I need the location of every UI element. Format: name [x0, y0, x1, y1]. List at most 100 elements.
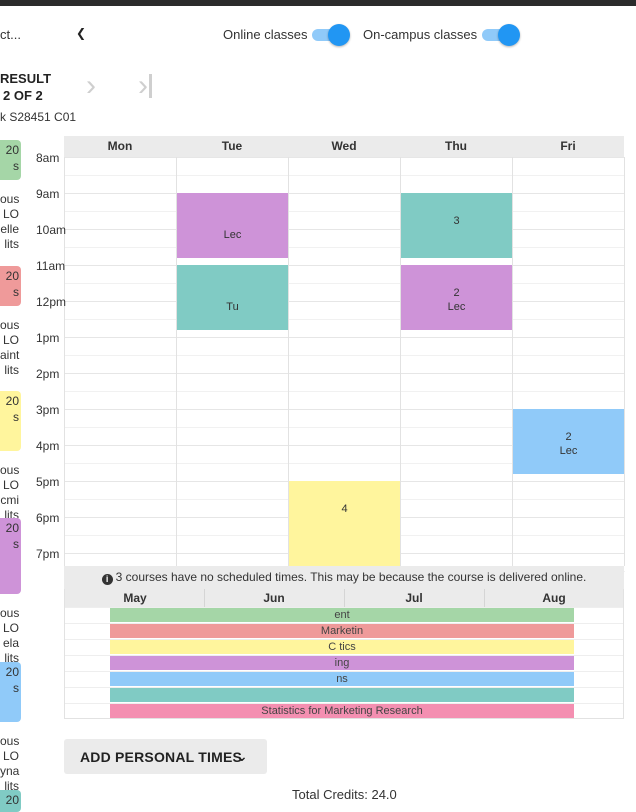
- month-label-jul: Jul: [405, 591, 423, 605]
- day-column-divider: [400, 157, 401, 566]
- month-divider: [344, 589, 345, 607]
- course-card-line: s: [13, 159, 19, 173]
- half-hour-gridline: [65, 355, 625, 356]
- course-card-detail-line: lits: [4, 779, 19, 793]
- course-card[interactable]: 20 s: [0, 662, 21, 722]
- course-card-line: 20: [5, 793, 19, 807]
- timeline-gridline: [65, 655, 623, 656]
- timeline-course-bar[interactable]: Marketin: [110, 624, 574, 638]
- course-card-detail-line: LO: [2, 207, 19, 221]
- day-label-mon: Mon: [107, 139, 133, 153]
- day-label-tue: Tue: [221, 139, 243, 153]
- course-card-details: ous LO cmi lits: [0, 463, 21, 523]
- class-event[interactable]: Tu: [177, 265, 288, 330]
- last-result-icon[interactable]: ›: [138, 68, 152, 104]
- course-card[interactable]: 20: [0, 790, 21, 812]
- day-column-divider: [176, 157, 177, 566]
- course-card-details: ous LO yna lits: [0, 734, 21, 794]
- half-hour-gridline: [65, 463, 625, 464]
- course-card-line: s: [13, 537, 19, 551]
- time-label: 1pm: [36, 331, 60, 345]
- hour-gridline: [65, 301, 625, 302]
- hour-gridline: [65, 409, 625, 410]
- half-hour-gridline: [65, 391, 625, 392]
- timeline-course-bar[interactable]: ing: [110, 656, 574, 670]
- term-select-value: ct...: [0, 27, 21, 42]
- class-event-type: Lec: [447, 301, 466, 313]
- calendar-header: Mon Tue Wed Thu Fri: [64, 136, 624, 157]
- toggle-thumb: [498, 24, 520, 46]
- day-column-divider: [512, 157, 513, 566]
- course-card-detail-line: ela: [2, 636, 19, 650]
- hour-gridline: [65, 337, 625, 338]
- time-label: 10am: [36, 223, 67, 237]
- course-card-detail-line: ous: [0, 318, 20, 332]
- hour-gridline: [65, 265, 625, 266]
- class-event-type: Lec: [223, 229, 242, 241]
- course-card-detail-line: elle: [0, 222, 19, 236]
- course-card-detail-line: yna: [0, 764, 20, 778]
- timeline-header: May Jun Jul Aug: [65, 589, 623, 607]
- course-card[interactable]: 20 s: [0, 518, 21, 594]
- add-personal-times-label: ADD PERSONAL TIMES: [80, 749, 243, 765]
- course-card-detail-line: LO: [2, 621, 19, 635]
- half-hour-gridline: [65, 427, 625, 428]
- class-event[interactable]: Lec: [177, 193, 288, 258]
- day-label-fri: Fri: [560, 139, 576, 153]
- timeline-course-bar[interactable]: [110, 688, 574, 702]
- hour-gridline: [65, 193, 625, 194]
- course-card-line: 20: [5, 143, 19, 157]
- online-classes-label: Online classes: [223, 27, 308, 42]
- class-event-title: 2: [565, 431, 572, 443]
- result-title-line2: 2 OF 2: [3, 88, 43, 103]
- class-event[interactable]: 2 Lec: [513, 409, 624, 474]
- time-label: 4pm: [36, 439, 60, 453]
- timeline-course-bar[interactable]: C tics: [110, 640, 574, 654]
- course-card-detail-line: ous: [0, 606, 20, 620]
- month-divider: [204, 589, 205, 607]
- timeline-course-bar[interactable]: Statistics for Marketing Research: [110, 704, 574, 718]
- time-label: 9am: [36, 187, 60, 201]
- hour-gridline: [65, 445, 625, 446]
- course-card-detail-line: aint: [0, 348, 20, 362]
- month-label-jun: Jun: [263, 591, 285, 605]
- class-event[interactable]: 2 Lec: [401, 265, 512, 330]
- hour-gridline: [65, 229, 625, 230]
- next-result-icon[interactable]: ›: [86, 69, 96, 102]
- timeline-gridline: [65, 687, 623, 688]
- time-label: 5pm: [36, 475, 60, 489]
- time-label: 7pm: [36, 547, 60, 561]
- term-select[interactable]: ct... ❮: [0, 24, 92, 46]
- time-label: 12pm: [36, 295, 67, 309]
- time-label: 8am: [36, 151, 60, 165]
- day-label-wed: Wed: [331, 139, 357, 153]
- course-card-line: s: [13, 681, 19, 695]
- half-hour-gridline: [65, 319, 625, 320]
- oncampus-classes-toggle[interactable]: [482, 24, 520, 46]
- course-card[interactable]: 20 s: [0, 391, 21, 451]
- class-event-type: Lec: [559, 445, 578, 457]
- course-card-detail-line: lits: [4, 237, 19, 251]
- course-card-line: 20: [5, 665, 19, 679]
- course-card-line: 20: [5, 394, 19, 408]
- month-label-may: May: [123, 591, 147, 605]
- timeline-course-bar[interactable]: ent: [110, 608, 574, 622]
- class-event[interactable]: 3: [401, 193, 512, 258]
- course-card-detail-line: ous: [0, 192, 20, 206]
- time-label: 3pm: [36, 403, 60, 417]
- month-divider: [484, 589, 485, 607]
- add-personal-times-button[interactable]: ADD PERSONAL TIMES ⌄: [64, 739, 267, 774]
- timeline-course-bar[interactable]: ns: [110, 672, 574, 686]
- timeline-gridline: [65, 607, 623, 608]
- month-label-aug: Aug: [542, 591, 566, 605]
- online-classes-toggle[interactable]: [312, 24, 350, 46]
- time-label: 11am: [36, 259, 66, 273]
- timeline-gridline: [65, 671, 623, 672]
- timeline-gridline: [65, 703, 623, 704]
- course-card-details: ous LO ela lits: [0, 606, 21, 666]
- course-card[interactable]: 20 s: [0, 266, 21, 306]
- result-counter: RESULT 2 OF 2: [0, 70, 51, 104]
- top-bar: [0, 0, 636, 6]
- course-card[interactable]: 20 s: [0, 140, 21, 180]
- half-hour-gridline: [65, 211, 625, 212]
